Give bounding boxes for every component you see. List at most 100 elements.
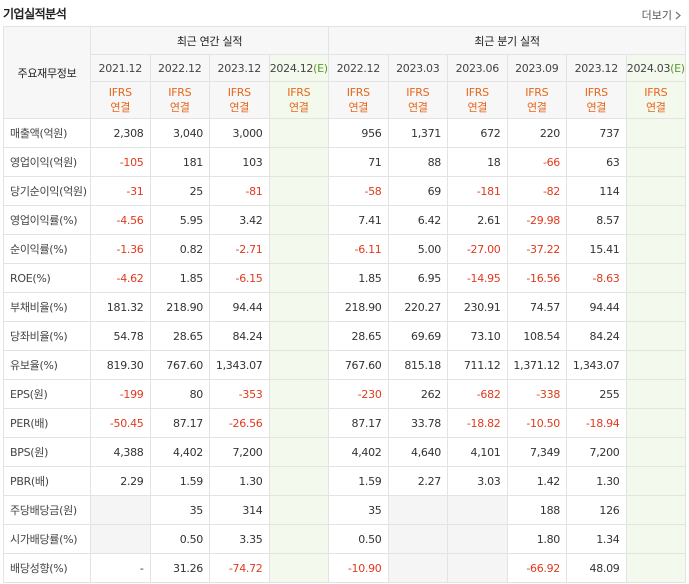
value-cell: 181 [149,147,210,177]
data-row: PER(배) -50.45 87.17 -26.56 87.17 33.78 -18.82-… [3,408,687,438]
period-header: 2024.12(E) [268,54,330,82]
basis: 연결 [110,101,131,114]
row-label: 영업이익(억원) [3,147,91,177]
value-cell: 103 [209,147,270,177]
value-cell: -199 [90,379,151,409]
basis-header: IFRS 연결 [387,81,449,119]
value-cell [387,553,449,583]
period: 2022.12 [158,61,202,75]
basis-header: IFRS 연결 [90,81,151,119]
value-cell: 4,402 [149,437,210,467]
period-header: 2021.12 [90,54,151,82]
value-cell [268,553,330,583]
value-cell: -10.50 [506,408,568,438]
value-cell [625,147,687,177]
value-cell: 2,308 [90,118,151,148]
value-cell: 815.18 [387,350,449,380]
period-header: 2023.03 [387,54,449,82]
value-cell [268,292,330,322]
basis-header: IFRS 연결 [506,81,568,119]
group-header: 최근 연간 실적 [89,26,330,55]
value-cell: 0.50 [328,524,389,554]
value-cell: -6.11 [328,234,389,264]
data-row: BPS(원) 4,388 4,402 7,200 4,402 4,640 4,101 7,34… [3,437,687,467]
value-cell: -58 [328,176,389,206]
row-label: 주당배당금(원) [3,495,91,525]
period-header: 2022.12 [149,54,210,82]
value-cell: 84.24 [209,321,270,351]
data-row: 부채비율(%) 181.32 218.90 94.44 218.90 220.27 230.… [3,292,687,322]
value-cell: 218.90 [149,292,210,322]
value-cell: 1,371 [387,118,449,148]
value-cell [625,292,687,322]
group-header: 최근 분기 실적 [328,26,687,55]
more-link[interactable]: 더보기 [642,7,681,23]
value-cell: 2.61 [447,205,508,235]
value-cell: 2.27 [387,466,449,496]
data-row: 배당성향(%) -31.26 -74.72 -10.90 -66.92 48.09 [3,553,687,583]
basis: IFRS [346,86,370,99]
value-cell: 69.69 [387,321,449,351]
value-cell: 6.95 [387,263,449,293]
value-cell: -37.22 [506,234,568,264]
value-cell: 63 [566,147,627,177]
row-label: 부채비율(%) [3,292,91,322]
row-label: 유보율(%) [3,350,91,380]
value-cell: 126 [566,495,627,525]
value-cell: 80 [149,379,210,409]
value-cell: 5.95 [149,205,210,235]
value-cell: 3.42 [209,205,270,235]
header-row: 2021.12 2022.12 2023.12 2024.12(E) 2022.12 20… [4,54,687,82]
value-cell: 4,101 [447,437,508,467]
value-cell: 0.82 [149,234,210,264]
value-cell: 672 [447,118,508,148]
value-cell [625,495,687,525]
value-cell: -18.82 [447,408,508,438]
value-cell: 220.27 [387,292,449,322]
period: 2024.03 [626,61,671,75]
value-cell: - [90,553,151,583]
estimate-mark: (E) [670,61,685,75]
value-cell: 87.17 [328,408,389,438]
value-cell [268,118,330,148]
value-cell: 2.29 [90,466,151,496]
value-cell [268,524,330,554]
value-cell [625,379,687,409]
basis: IFRS [406,86,430,99]
period: 2023.12 [574,61,619,75]
more-text[interactable]: 더보기 [641,9,672,22]
basis-header: IFRS 연결 [149,81,210,119]
value-cell: 1.42 [506,466,568,496]
value-cell: 54.78 [90,321,151,351]
value-cell [268,408,330,438]
data-row: 유보율(%) 819.30 767.60 1,343.07 767.60 815.18 71… [3,350,687,380]
value-cell [90,524,151,554]
value-cell: -66.92 [506,553,568,583]
value-cell: 94.44 [566,292,627,322]
value-cell [268,205,330,235]
basis-header: IFRS 연결 [268,81,330,119]
period: 2023.06 [455,61,500,75]
period: 2023.09 [515,61,559,75]
value-cell: 1,371.12 [506,350,568,380]
value-cell [268,263,330,293]
value-cell: -18.94 [566,408,627,438]
row-label: 영업이익률(%) [3,205,91,235]
value-cell: 1.59 [328,466,389,496]
basis: IFRS [644,86,668,99]
corner-header: 주요재무정보 [3,26,91,119]
value-cell [387,495,449,525]
value-cell: 4,640 [387,437,449,467]
value-cell [268,350,330,380]
basis: 연결 [645,101,666,114]
value-cell [447,553,508,583]
value-cell: 4,388 [90,437,151,467]
value-cell [625,176,687,206]
value-cell: -27.00 [447,234,508,264]
value-cell: -82 [506,176,568,206]
value-cell: 7,200 [566,437,627,467]
data-row: 당좌비율(%) 54.78 28.65 84.24 28.65 69.69 73.10 108… [3,321,687,351]
value-cell: 33.78 [387,408,449,438]
row-label: EPS(원) [3,379,91,409]
value-cell [625,321,687,351]
